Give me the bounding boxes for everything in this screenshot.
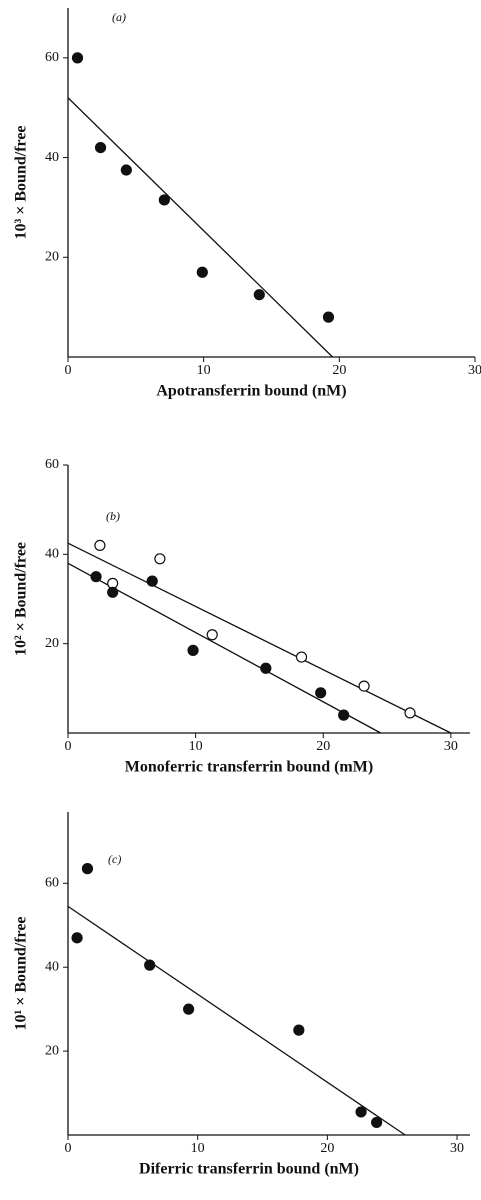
y-tick-label: 40 [45,150,59,165]
x-tick-label: 0 [65,1141,72,1156]
x-tick-label: 0 [65,739,72,754]
data-point [338,709,350,721]
data-point [293,1024,305,1036]
data-point [94,142,107,154]
x-axis-title: Apotransferrin bound (nM) [156,383,346,400]
x-tick-label: 10 [189,739,203,754]
y-tick-label: 60 [45,50,59,65]
fit-line [67,97,334,358]
fit-line [67,562,381,734]
data-point [90,571,102,583]
fit-line [67,905,406,1136]
x-tick-label: 30 [468,363,481,378]
y-tick-label: 20 [45,250,59,265]
data-point [355,1106,367,1118]
x-tick-label: 0 [65,363,72,378]
data-point [315,687,327,699]
data-point [260,662,272,674]
panel-label: (b) [106,509,120,523]
data-point [371,1116,383,1129]
data-point [295,651,308,663]
y-tick-label: 60 [45,876,59,891]
data-point [183,1003,195,1015]
y-tick-label: 40 [45,547,59,562]
panel-label: (c) [108,852,121,866]
fit-line [67,542,452,734]
x-tick-label: 20 [316,739,330,754]
data-point [154,553,166,565]
x-axis-title: Diferric transferrin bound (nM) [139,1161,359,1178]
data-point [187,644,199,656]
y-axis-title: 10³ × Bound/free [13,125,30,239]
x-tick-label: 30 [444,739,458,754]
x-tick-label: 10 [197,363,211,378]
data-point [404,707,416,719]
data-point [146,575,158,587]
y-tick-label: 20 [45,636,59,651]
data-point [358,680,370,692]
data-point [158,194,170,206]
y-tick-label: 20 [45,1043,59,1058]
data-point [71,52,84,64]
x-tick-label: 20 [320,1141,334,1156]
data-point [107,586,119,598]
y-tick-label: 40 [45,959,59,974]
x-tick-label: 10 [191,1141,205,1156]
data-point [120,164,132,176]
data-point [196,266,208,278]
x-axis-title: Monoferric transferrin bound (mM) [125,759,373,776]
data-point [71,932,83,944]
x-tick-label: 30 [450,1141,464,1156]
data-point [144,959,156,971]
y-axis-title: 10² × Bound/free [13,542,30,656]
data-point [81,863,94,875]
data-point [94,539,106,552]
data-point [322,311,335,323]
x-tick-label: 20 [332,363,346,378]
data-point [253,289,265,301]
panel-label: (a) [112,10,126,24]
y-axis-title: 10¹ × Bound/free [13,916,30,1030]
y-tick-label: 60 [45,457,59,472]
data-point [206,629,218,641]
